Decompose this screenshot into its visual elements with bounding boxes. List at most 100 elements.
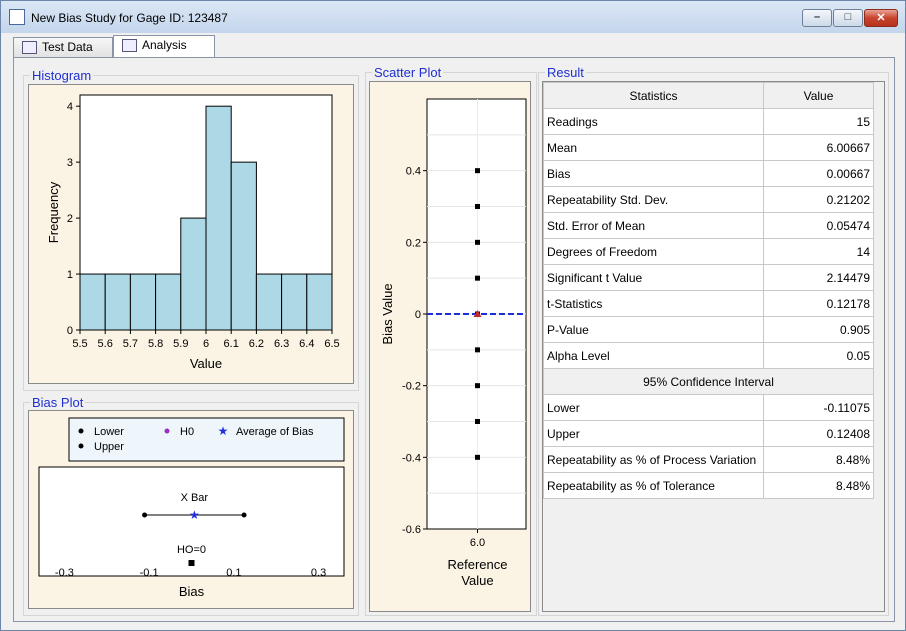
statistic-value-cell[interactable]: 15	[763, 108, 874, 135]
statistic-name-cell[interactable]: Bias	[543, 160, 764, 187]
histogram-bar	[129, 273, 157, 331]
x-tick-label: 5.8	[148, 338, 163, 350]
statistic-value-cell[interactable]: 0.21202	[763, 186, 874, 213]
lower-point	[142, 512, 148, 518]
table-row[interactable]: Lower -0.11075	[543, 394, 874, 421]
statistic-value-cell[interactable]: 6.00667	[763, 134, 874, 161]
maximize-icon: □	[844, 11, 852, 23]
statistic-name-cell[interactable]: Std. Error of Mean	[543, 212, 764, 239]
y-tick-label: 0.2	[406, 237, 421, 249]
x-tick-label: 5.9	[173, 338, 188, 350]
statistic-value-cell[interactable]: 0.905	[763, 316, 874, 343]
y-tick-label: -0.2	[402, 381, 421, 393]
result-grid[interactable]: Statistics Value Readings 15 Mean 6.00667 Bias…	[542, 81, 885, 612]
statistic-name-cell[interactable]: Degrees of Freedom	[543, 238, 764, 265]
statistic-name-cell[interactable]: Mean	[543, 134, 764, 161]
table-row[interactable]: Mean 6.00667	[543, 134, 874, 161]
statistic-value-cell[interactable]: 0.00667	[763, 160, 874, 187]
minimize-icon: –	[813, 11, 821, 23]
tab-label: Test Data	[42, 40, 93, 54]
maximize-button[interactable]: □	[833, 9, 863, 27]
statistic-name-cell[interactable]: Repeatability Std. Dev.	[543, 186, 764, 213]
x-axis-label: Bias	[179, 584, 205, 599]
y-tick-label: 2	[67, 213, 73, 225]
statistic-value-cell[interactable]: -0.11075	[763, 394, 874, 421]
table-row[interactable]: Significant t Value 2.14479	[543, 264, 874, 291]
average-bias-star-icon: ★	[189, 508, 200, 522]
tab-label: Analysis	[142, 38, 187, 52]
statistic-name-cell[interactable]: P-Value	[543, 316, 764, 343]
statistic-name-cell[interactable]: 95% Confidence Interval	[543, 368, 874, 395]
statistic-value-cell[interactable]: 0.05	[763, 342, 874, 369]
statistic-name-cell[interactable]: Repeatability as % of Process Variation	[543, 446, 764, 473]
histogram-bar	[79, 273, 106, 331]
legend-dot-icon	[78, 428, 84, 434]
table-row[interactable]: Upper 0.12408	[543, 420, 874, 447]
statistic-name-cell[interactable]: Upper	[543, 420, 764, 447]
x-tick-label: -0.1	[140, 567, 159, 579]
histogram-chart: 0 1 2 3 4 5.5 5.6 5.7 5.8 5.9 6 6.1 6.2 6.3 6.4 6.5 Valu…	[46, 94, 340, 371]
table-row[interactable]: Repeatability as % of Tolerance 8.48%	[543, 472, 874, 499]
tab-analysis[interactable]: Analysis	[113, 35, 215, 57]
y-tick-label: 3	[67, 157, 73, 169]
table-row[interactable]: Repeatability as % of Process Variation 8…	[543, 446, 874, 473]
x-axis-label: Value	[461, 573, 493, 588]
legend-box	[68, 417, 345, 462]
statistic-name-cell[interactable]: Lower	[543, 394, 764, 421]
legend-label: Lower	[94, 426, 124, 438]
plot-area	[38, 466, 345, 577]
statistic-value-cell[interactable]: 2.14479	[763, 264, 874, 291]
y-axis-label: Frequency	[46, 181, 61, 243]
statistic-value-cell[interactable]: 14	[763, 238, 874, 265]
window-title: New Bias Study for Gage ID: 123487	[31, 11, 228, 25]
x-tick-label: 6.5	[324, 338, 339, 350]
statistic-value-cell[interactable]: 8.48%	[763, 472, 874, 499]
scatter-point	[475, 454, 480, 460]
h0-label: HO=0	[177, 544, 206, 556]
statistic-name-cell[interactable]: Significant t Value	[543, 264, 764, 291]
statistic-value-cell[interactable]: 0.12408	[763, 420, 874, 447]
histogram-bar	[180, 217, 207, 331]
h0-marker	[188, 560, 195, 566]
statistic-name-cell[interactable]: Statistics	[543, 82, 764, 109]
confidence-interval-header-row[interactable]: 95% Confidence Interval	[543, 368, 874, 395]
x-axis-label: Reference	[448, 557, 508, 572]
x-tick-label: 6.2	[249, 338, 264, 350]
table-row[interactable]: Degrees of Freedom 14	[543, 238, 874, 265]
scatter-plot-group: Scatter Plot	[365, 65, 537, 616]
minimize-button[interactable]: –	[802, 9, 832, 27]
x-tick-label: -0.3	[55, 567, 74, 579]
x-tick-label: 5.5	[72, 338, 87, 350]
close-button[interactable]: ✕	[864, 9, 898, 27]
scatter-plot-title: Scatter Plot	[372, 65, 444, 80]
x-axis-label: Value	[190, 356, 222, 371]
legend-dot-icon	[164, 428, 170, 434]
table-row[interactable]: Bias 0.00667	[543, 160, 874, 187]
x-tick-label: 6	[203, 338, 209, 350]
statistic-name-cell[interactable]: Repeatability as % of Tolerance	[543, 472, 764, 499]
table-row[interactable]: Std. Error of Mean 0.05474	[543, 212, 874, 239]
upper-point	[241, 512, 247, 518]
table-row[interactable]: t-Statistics 0.12178	[543, 290, 874, 317]
statistic-name-cell[interactable]: Alpha Level	[543, 342, 764, 369]
statistic-value-cell[interactable]: 0.12178	[763, 290, 874, 317]
x-tick-label: 6.0	[470, 537, 485, 549]
bias-plot-group: Bias Plot	[23, 395, 359, 616]
statistic-name-cell[interactable]: Readings	[543, 108, 764, 135]
title-bar[interactable]: New Bias Study for Gage ID: 123487 – □ ✕	[1, 1, 905, 33]
legend-dot-icon	[78, 443, 84, 449]
table-header-row[interactable]: Statistics Value	[543, 82, 874, 109]
table-row[interactable]: Alpha Level 0.05	[543, 342, 874, 369]
scatter-point	[475, 239, 480, 245]
statistic-value-cell[interactable]: 8.48%	[763, 446, 874, 473]
tab-test-data[interactable]: Test Data	[13, 37, 113, 57]
table-row[interactable]: P-Value 0.905	[543, 316, 874, 343]
statistic-value-cell[interactable]: 0.05474	[763, 212, 874, 239]
histogram-bar	[255, 273, 283, 331]
statistic-value-cell[interactable]: Value	[763, 82, 874, 109]
table-row[interactable]: Repeatability Std. Dev. 0.21202	[543, 186, 874, 213]
statistic-name-cell[interactable]: t-Statistics	[543, 290, 764, 317]
table-row[interactable]: Readings 15	[543, 108, 874, 135]
